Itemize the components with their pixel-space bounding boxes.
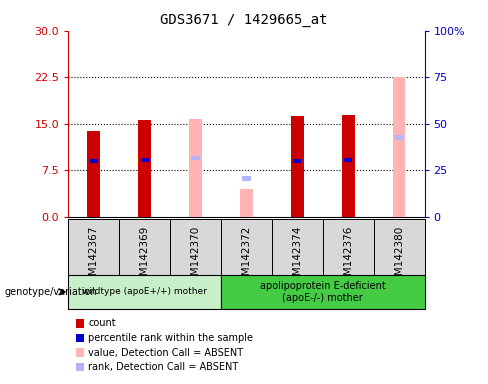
Text: GSM142367: GSM142367 bbox=[89, 225, 99, 289]
Bar bbox=[170, 219, 221, 275]
Bar bbox=[374, 219, 425, 275]
Text: GSM142369: GSM142369 bbox=[140, 225, 150, 289]
Bar bbox=[221, 219, 272, 275]
Bar bbox=[243, 176, 250, 180]
Bar bbox=[344, 158, 352, 162]
Bar bbox=[141, 158, 149, 162]
Text: GSM142372: GSM142372 bbox=[242, 225, 251, 289]
Text: apolipoprotein E-deficient
(apoE-/-) mother: apolipoprotein E-deficient (apoE-/-) mot… bbox=[260, 281, 386, 303]
Bar bbox=[342, 114, 355, 217]
Text: rank, Detection Call = ABSENT: rank, Detection Call = ABSENT bbox=[88, 362, 239, 372]
Bar bbox=[90, 159, 98, 163]
Text: count: count bbox=[88, 318, 116, 328]
Bar bbox=[291, 116, 304, 217]
Bar bbox=[221, 275, 425, 309]
Text: GSM142374: GSM142374 bbox=[292, 225, 303, 289]
Bar bbox=[191, 156, 200, 160]
Bar bbox=[272, 219, 323, 275]
Bar bbox=[119, 219, 170, 275]
Bar bbox=[68, 275, 221, 309]
Bar bbox=[393, 77, 406, 217]
Bar bbox=[293, 159, 302, 163]
Text: wildtype (apoE+/+) mother: wildtype (apoE+/+) mother bbox=[82, 287, 207, 296]
Text: genotype/variation: genotype/variation bbox=[5, 287, 98, 297]
Bar bbox=[87, 131, 100, 217]
Bar bbox=[138, 120, 151, 217]
Text: value, Detection Call = ABSENT: value, Detection Call = ABSENT bbox=[88, 348, 244, 358]
Bar bbox=[323, 219, 374, 275]
Bar bbox=[240, 189, 253, 217]
Bar bbox=[189, 119, 202, 217]
Text: GSM142370: GSM142370 bbox=[190, 225, 201, 289]
Text: GDS3671 / 1429665_at: GDS3671 / 1429665_at bbox=[160, 13, 328, 27]
Text: percentile rank within the sample: percentile rank within the sample bbox=[88, 333, 253, 343]
Bar bbox=[68, 219, 119, 275]
Text: GSM142376: GSM142376 bbox=[343, 225, 353, 289]
Bar bbox=[395, 135, 403, 140]
Text: GSM142380: GSM142380 bbox=[394, 225, 404, 289]
